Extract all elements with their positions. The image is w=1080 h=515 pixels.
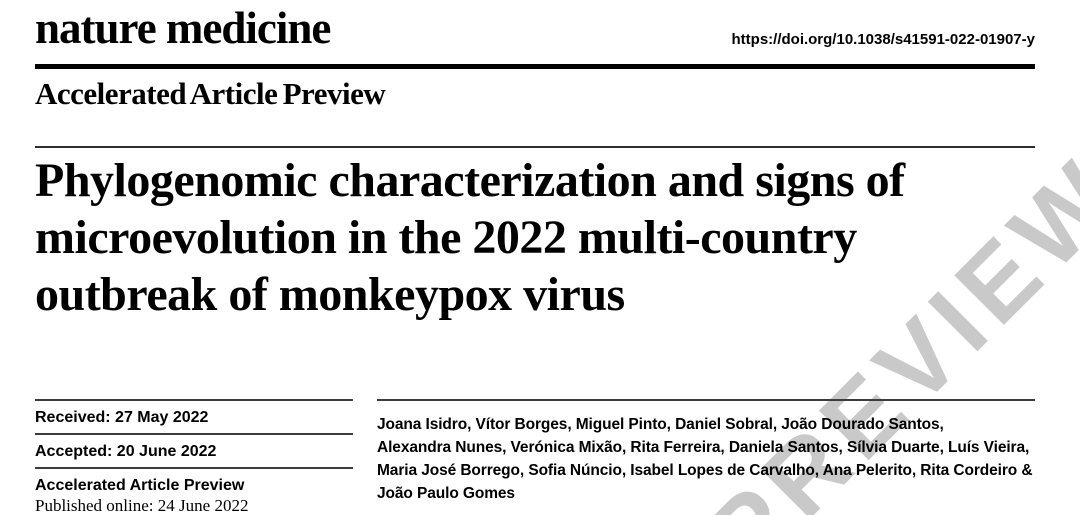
doi-link[interactable]: https://doi.org/10.1038/s41591-022-01907…: [731, 31, 1036, 48]
title-line-2: microevolution in the 2022 multi-country: [35, 211, 857, 264]
authors-line-2: Alexandra Nunes, Verónica Mixão, Rita Fe…: [377, 439, 1030, 456]
accelerated-preview-label: Accelerated Article Preview: [35, 477, 245, 494]
title-line-1: Phylogenomic characterization and signs …: [35, 154, 905, 207]
title-line-3: outbreak of monkeypox virus: [35, 268, 625, 321]
received-date: Received: 27 May 2022: [35, 399, 353, 433]
authors-line-3: Maria José Borrego, Sofia Núncio, Isabel…: [377, 462, 1033, 479]
accepted-date: Accepted: 20 June 2022: [35, 433, 353, 467]
authors-line-1: Joana Isidro, Vítor Borges, Miguel Pinto…: [377, 416, 944, 433]
published-online-date: Published online: 24 June 2022: [35, 496, 249, 515]
authors-list: Joana Isidro, Vítor Borges, Miguel Pinto…: [377, 399, 1035, 505]
masthead-divider: [35, 64, 1035, 69]
article-title: Phylogenomic characterization and signs …: [35, 152, 1045, 323]
title-divider: [35, 146, 1035, 148]
section-header: Accelerated Article Preview: [35, 76, 386, 111]
authors-line-4: João Paulo Gomes: [377, 485, 515, 502]
publication-info: Accelerated Article Preview Published on…: [35, 467, 353, 514]
journal-logo: nature medicine: [35, 3, 331, 53]
article-dates-column: Received: 27 May 2022 Accepted: 20 June …: [35, 399, 353, 514]
